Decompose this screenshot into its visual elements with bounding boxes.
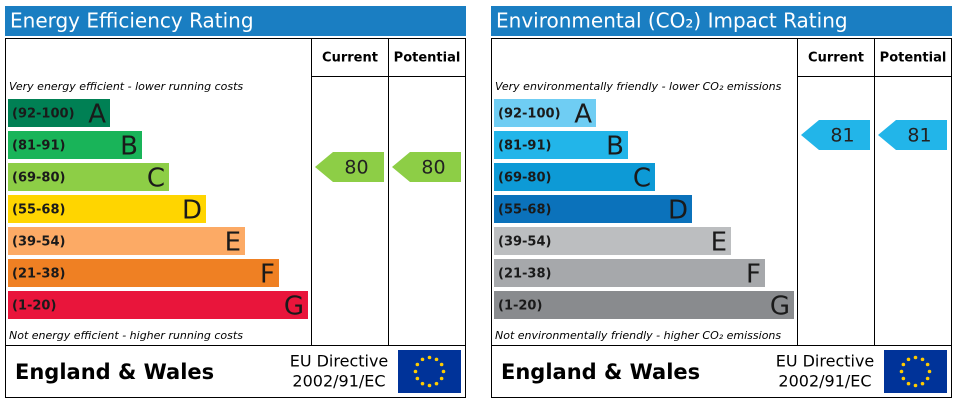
band-range: (39-54) — [12, 235, 65, 250]
band-letter: A — [574, 100, 592, 130]
band-range: (92-100) — [12, 107, 75, 122]
eu-star — [920, 357, 925, 362]
rating-value: 81 — [907, 125, 931, 147]
band — [8, 195, 206, 223]
band-letter: D — [668, 196, 688, 226]
eu-star — [434, 357, 439, 362]
band-letter: F — [260, 260, 275, 290]
panel-title: Energy Efficiency Rating — [10, 9, 254, 33]
eu-star — [420, 357, 425, 362]
eu-star — [925, 376, 930, 381]
rating-arrow — [315, 152, 384, 182]
header-potential: Potential — [880, 51, 947, 66]
footer-frame — [491, 345, 952, 398]
band — [494, 99, 596, 127]
band-letter: A — [88, 100, 106, 130]
band — [494, 227, 731, 255]
band — [8, 163, 169, 191]
band — [494, 131, 628, 159]
eu-star — [899, 369, 904, 374]
eu-star — [920, 381, 925, 386]
header-potential: Potential — [394, 51, 461, 66]
footer-frame — [5, 345, 466, 398]
band — [494, 163, 655, 191]
band-letter: C — [147, 164, 165, 194]
band — [8, 291, 308, 319]
eu-star — [415, 362, 420, 367]
eu-star — [901, 376, 906, 381]
rating-arrow — [801, 120, 870, 150]
eu-star — [434, 381, 439, 386]
eu-star — [441, 369, 446, 374]
rating-value: 80 — [421, 157, 445, 179]
eu-star — [906, 357, 911, 362]
band-range: (92-100) — [498, 107, 561, 122]
band-letter: E — [225, 228, 241, 258]
eu-star — [906, 381, 911, 386]
band-letter: C — [633, 164, 651, 194]
eu-star — [439, 376, 444, 381]
footer-region: England & Wales — [15, 360, 214, 384]
rating-value: 81 — [830, 125, 854, 147]
header-current: Current — [322, 51, 378, 66]
panel-title: Environmental (CO₂) Impact Rating — [496, 9, 848, 33]
eu-star — [413, 369, 418, 374]
band-range: (21-38) — [498, 267, 551, 282]
eu-star — [925, 362, 930, 367]
eu-star — [927, 369, 932, 374]
bottom-note: Not energy efficient - higher running co… — [9, 329, 243, 342]
top-note: Very energy efficient - lower running co… — [9, 80, 243, 93]
band-range: (21-38) — [12, 267, 65, 282]
footer-region: England & Wales — [501, 360, 700, 384]
rating-arrow — [878, 120, 947, 150]
footer-code: 2002/91/EC — [778, 372, 871, 391]
band — [8, 131, 142, 159]
footer-code: 2002/91/EC — [292, 372, 385, 391]
band — [8, 99, 110, 127]
band-range: (1-20) — [498, 299, 542, 314]
band-letter: D — [182, 196, 202, 226]
title-bar — [5, 6, 466, 36]
band — [8, 227, 245, 255]
band — [494, 291, 794, 319]
band-range: (55-68) — [498, 203, 551, 218]
bottom-note: Not environmentally friendly - higher CO… — [495, 329, 781, 342]
band — [494, 195, 692, 223]
band-letter: B — [120, 132, 138, 162]
band-letter: G — [770, 292, 790, 322]
band-letter: F — [746, 260, 761, 290]
eu-star — [913, 355, 918, 360]
band-range: (39-54) — [498, 235, 551, 250]
eu-star — [439, 362, 444, 367]
band-letter: E — [711, 228, 727, 258]
band-range: (1-20) — [12, 299, 56, 314]
rating-arrow — [392, 152, 461, 182]
eu-star — [427, 355, 432, 360]
eu-star — [415, 376, 420, 381]
top-note: Very environmentally friendly - lower CO… — [495, 80, 782, 93]
band-letter: B — [606, 132, 624, 162]
eu-star — [901, 362, 906, 367]
band-range: (55-68) — [12, 203, 65, 218]
band-range: (81-91) — [12, 139, 65, 154]
eu-star — [913, 383, 918, 388]
band — [8, 259, 279, 287]
band — [494, 259, 765, 287]
eu-star — [420, 381, 425, 386]
band-range: (69-80) — [498, 171, 551, 186]
band-range: (69-80) — [12, 171, 65, 186]
title-bar — [491, 6, 952, 36]
band-letter: G — [284, 292, 304, 322]
header-current: Current — [808, 51, 864, 66]
band-range: (81-91) — [498, 139, 551, 154]
footer-directive: EU Directive — [776, 352, 875, 371]
rating-value: 80 — [344, 157, 368, 179]
footer-directive: EU Directive — [290, 352, 389, 371]
eu-star — [427, 383, 432, 388]
